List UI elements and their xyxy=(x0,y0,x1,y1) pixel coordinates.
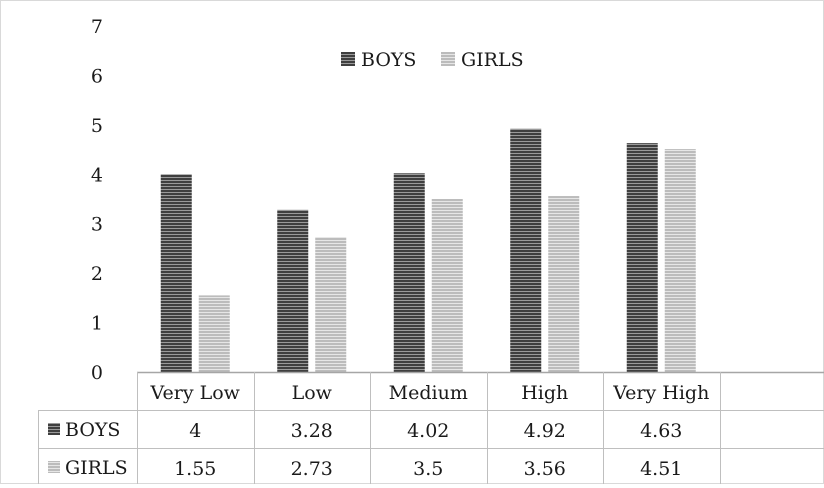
table-swatch-girls xyxy=(48,461,60,473)
bar-girls-low xyxy=(315,237,347,372)
bar-boys-very-low xyxy=(160,174,192,372)
y-tick-label: 3 xyxy=(91,214,103,236)
bar-boys-medium xyxy=(393,173,425,372)
table-value-girls: 3.56 xyxy=(524,458,566,480)
y-tick-label: 0 xyxy=(91,362,103,384)
bar-girls-very-low xyxy=(198,295,230,372)
legend-label-boys: BOYS xyxy=(361,49,416,71)
legend: BOYS GIRLS xyxy=(341,49,524,71)
table-swatch-boys xyxy=(48,423,60,435)
y-tick-label: 2 xyxy=(91,263,103,285)
y-tick-label: 6 xyxy=(91,65,103,87)
bar-boys-high xyxy=(510,128,542,372)
x-category-label: Very Low xyxy=(150,382,241,404)
table-value-boys: 4.63 xyxy=(640,420,682,442)
table-value-girls: 3.5 xyxy=(413,458,443,480)
bar-girls-high xyxy=(548,196,580,372)
table-value-girls: 4.51 xyxy=(640,458,682,480)
bar-boys-very-high xyxy=(626,143,658,372)
table-value-boys: 3.28 xyxy=(291,420,333,442)
x-category-label: High xyxy=(521,382,568,404)
y-tick-label: 4 xyxy=(91,164,103,186)
table-series-label-girls: GIRLS xyxy=(65,457,128,479)
data-table: Very Low Low Medium High Very High BOYS 4 3.28 4… xyxy=(38,371,824,484)
legend-swatch-girls xyxy=(441,52,455,66)
y-axis: 0 1 2 3 4 5 6 7 xyxy=(91,16,103,384)
x-category-label: Low xyxy=(292,382,333,404)
y-tick-label: 1 xyxy=(91,313,103,335)
bar-girls-very-high xyxy=(664,149,696,372)
y-tick-label: 7 xyxy=(91,16,103,38)
table-value-boys: 4.02 xyxy=(407,420,449,442)
x-category-label: Medium xyxy=(389,382,468,404)
bar-series-group xyxy=(160,128,696,372)
legend-label-girls: GIRLS xyxy=(461,49,524,71)
table-value-girls: 2.73 xyxy=(291,458,333,480)
bar-boys-low xyxy=(277,209,309,372)
table-value-girls: 1.55 xyxy=(174,458,216,480)
legend-swatch-boys xyxy=(341,52,355,66)
table-value-boys: 4.92 xyxy=(524,420,566,442)
x-category-label: Very High xyxy=(612,382,709,404)
y-tick-label: 5 xyxy=(91,115,103,137)
table-value-boys: 4 xyxy=(189,420,201,442)
bar-girls-medium xyxy=(431,199,463,372)
table-series-label-boys: BOYS xyxy=(65,419,120,441)
